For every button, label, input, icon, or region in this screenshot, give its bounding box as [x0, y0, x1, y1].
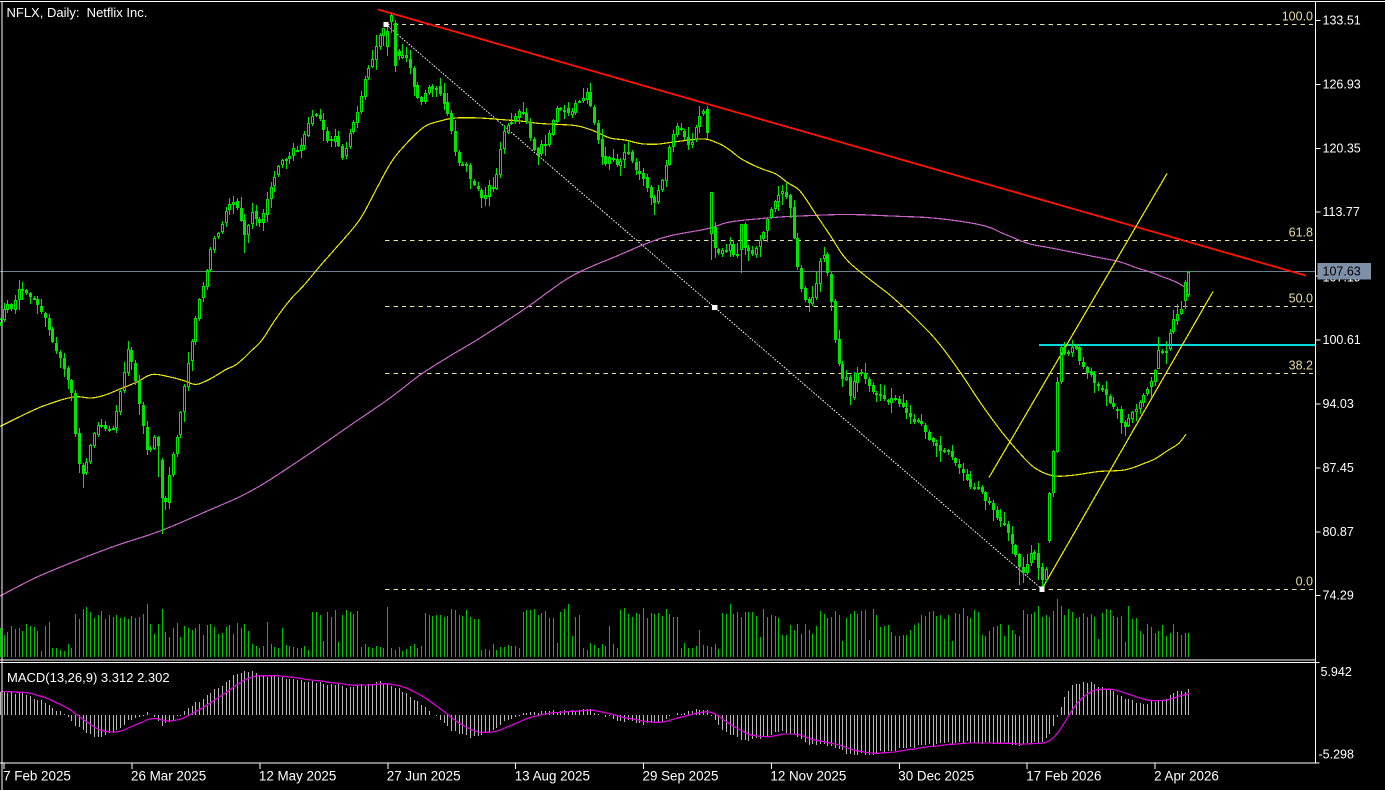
- svg-text:26 Mar 2025: 26 Mar 2025: [131, 769, 206, 784]
- svg-text:100.61: 100.61: [1323, 333, 1361, 347]
- svg-text:5.942: 5.942: [1321, 665, 1352, 679]
- svg-text:0.0: 0.0: [1296, 575, 1313, 589]
- svg-text:126.93: 126.93: [1323, 77, 1361, 91]
- svg-text:12 Nov 2025: 12 Nov 2025: [770, 769, 846, 784]
- svg-text:13 Aug 2025: 13 Aug 2025: [515, 769, 590, 784]
- svg-text:80.87: 80.87: [1323, 525, 1354, 539]
- svg-text:MACD(13,26,9) 3.312 2.302: MACD(13,26,9) 3.312 2.302: [7, 670, 170, 685]
- svg-text:100.0: 100.0: [1282, 10, 1313, 24]
- svg-text:7 Feb 2025: 7 Feb 2025: [3, 769, 71, 784]
- svg-text:30 Dec 2025: 30 Dec 2025: [898, 769, 974, 784]
- svg-text:27 Jun 2025: 27 Jun 2025: [387, 769, 461, 784]
- svg-text:113.77: 113.77: [1323, 205, 1360, 219]
- svg-text:94.03: 94.03: [1323, 397, 1354, 411]
- svg-text:2 Apr 2026: 2 Apr 2026: [1154, 769, 1219, 784]
- svg-text:120.35: 120.35: [1323, 141, 1361, 155]
- svg-text:38.2: 38.2: [1289, 359, 1313, 373]
- svg-text:-5.298: -5.298: [1319, 748, 1354, 762]
- svg-text:50.0: 50.0: [1289, 292, 1313, 306]
- svg-text:133.51: 133.51: [1323, 14, 1361, 28]
- svg-text:17 Feb 2026: 17 Feb 2026: [1026, 769, 1101, 784]
- svg-text:107.63: 107.63: [1323, 265, 1361, 279]
- svg-text:74.29: 74.29: [1323, 589, 1354, 603]
- svg-text:NFLX, Daily: Netflix Inc.: NFLX, Daily: Netflix Inc.: [7, 5, 148, 20]
- svg-text:29 Sep 2025: 29 Sep 2025: [643, 769, 719, 784]
- svg-text:12 May 2025: 12 May 2025: [259, 769, 336, 784]
- svg-text:61.8: 61.8: [1289, 226, 1313, 240]
- svg-text:87.45: 87.45: [1323, 461, 1354, 475]
